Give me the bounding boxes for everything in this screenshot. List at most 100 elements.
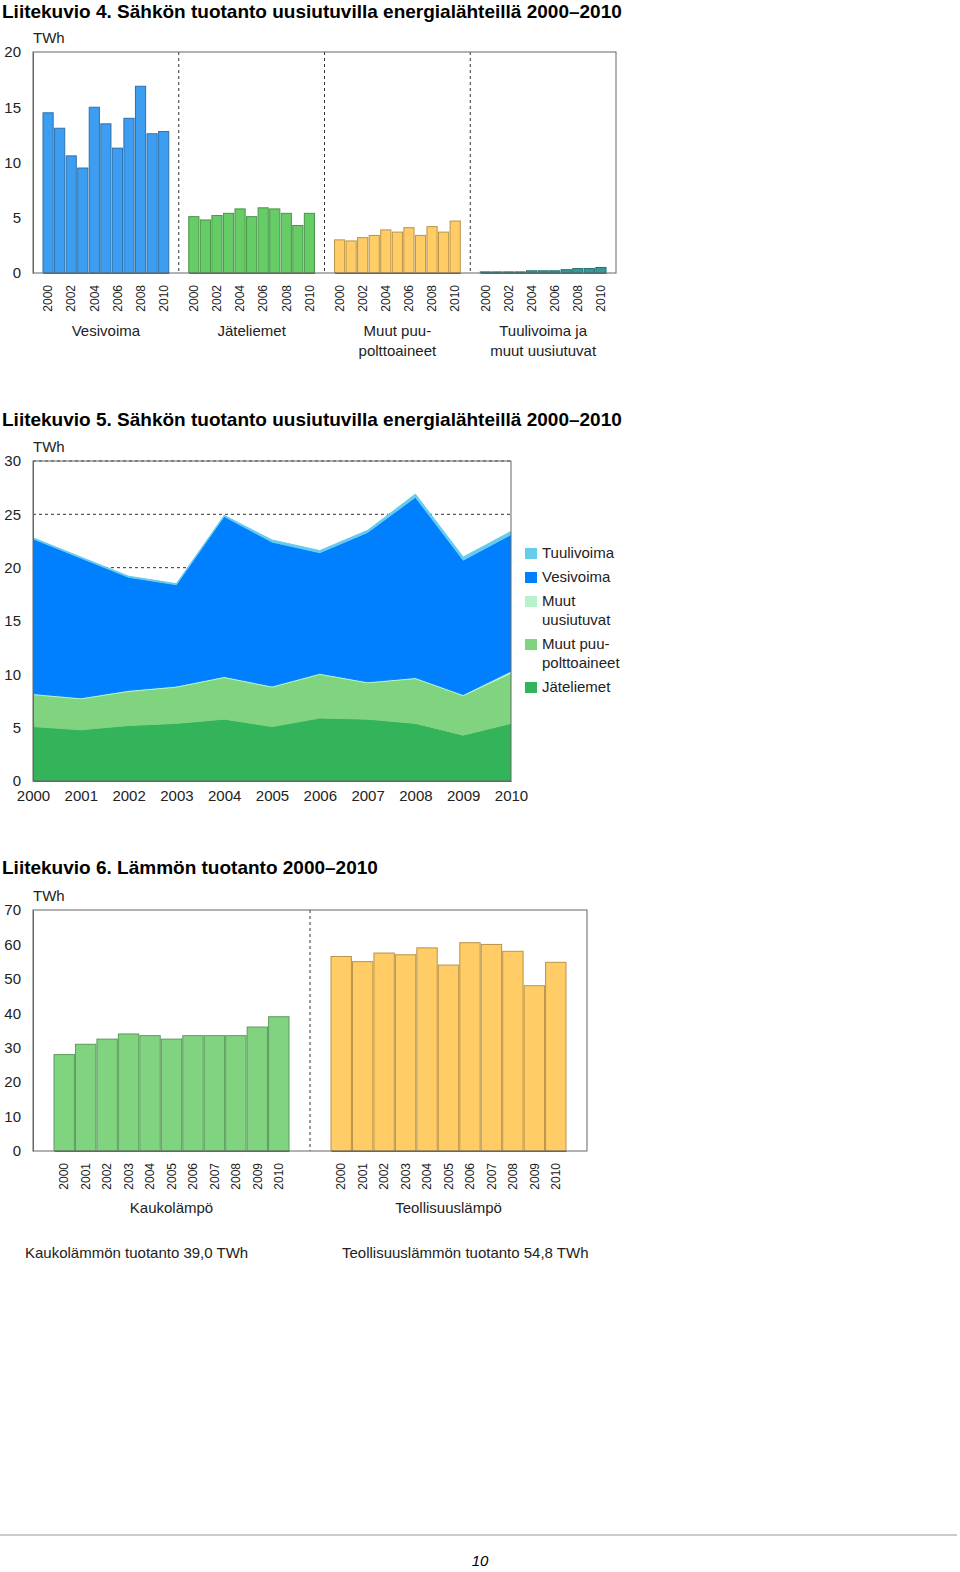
y-tick: 15 — [4, 99, 33, 116]
y-tick: 25 — [4, 506, 33, 523]
x-tick-label: 2000 — [187, 285, 201, 312]
bar — [258, 208, 268, 273]
text-line: Teollisuuslämpö — [395, 1199, 502, 1216]
x-tick: 2008 — [425, 273, 439, 312]
x-tick: 2000 — [57, 1151, 71, 1190]
x-tick: 2006 — [256, 273, 270, 312]
y-tick: 10 — [4, 154, 33, 171]
x-tick: 2006 — [304, 781, 337, 804]
bar — [415, 235, 425, 273]
x-axis: 200020022004200620082010 — [333, 273, 463, 312]
bar — [235, 209, 245, 273]
bar — [460, 943, 480, 1151]
panel-label: Jäteliemet — [217, 322, 286, 339]
panel-separator — [178, 52, 179, 273]
bar — [75, 1044, 95, 1151]
bar — [212, 216, 222, 273]
y-tick: 20 — [4, 559, 33, 576]
y-tick-label: 5 — [13, 209, 21, 226]
chart-title: Liitekuvio 6. Lämmön tuotanto 2000–2010 — [2, 857, 378, 878]
x-tick: 2009 — [528, 1151, 542, 1190]
chart: Liitekuvio 4. Sähkön tuotanto uusiutuvil… — [2, 1, 622, 359]
y-tick: 10 — [4, 1108, 33, 1125]
x-tick: 2008 — [229, 1151, 243, 1190]
x-tick: 2008 — [506, 1151, 520, 1190]
text-line: Tuulivoima — [542, 544, 615, 561]
bar — [124, 118, 134, 273]
x-axis: 200020022004200620082010 — [41, 273, 171, 312]
bar — [247, 217, 257, 273]
bar — [226, 1036, 246, 1151]
text-line: Tuulivoima ja — [499, 322, 587, 339]
x-tick: 2004 — [208, 781, 241, 804]
x-tick-label: 2004 — [208, 787, 241, 804]
text-line: Muut puu- — [542, 635, 610, 652]
x-tick: 2004 — [420, 1151, 434, 1190]
x-tick: 2004 — [143, 1151, 157, 1190]
y-tick-label: 25 — [4, 506, 21, 523]
x-tick: 2000 — [187, 273, 201, 312]
x-tick-label: 2008 — [279, 285, 293, 312]
x-tick: 2010 — [549, 1151, 563, 1190]
bar — [247, 1027, 267, 1151]
x-tick-label: 2001 — [356, 1163, 370, 1190]
x-tick-label: 2005 — [256, 787, 289, 804]
x-tick-label: 2001 — [65, 787, 98, 804]
legend-label: Vesivoima — [542, 568, 611, 585]
x-tick: 2010 — [594, 273, 608, 312]
text-line: Jäteliemet — [217, 322, 286, 339]
y-axis-title: TWh — [33, 887, 65, 904]
x-tick: 2008 — [399, 781, 432, 804]
x-axis: 2000200120022003200420052006200720082009… — [17, 781, 528, 804]
bar — [481, 944, 501, 1151]
plot-background — [33, 910, 587, 1151]
axis-line — [33, 53, 34, 274]
x-axis: 200020022004200620082010 — [479, 273, 609, 312]
bar — [352, 962, 372, 1151]
axis-line — [33, 462, 34, 782]
x-tick-label: 2005 — [442, 1163, 456, 1190]
x-tick-label: 2006 — [111, 285, 125, 312]
x-tick-label: 2004 — [233, 285, 247, 312]
x-tick: 2008 — [279, 273, 293, 312]
chart: Liitekuvio 6. Lämmön tuotanto 2000–2010 T… — [2, 857, 589, 1261]
bar — [200, 220, 210, 273]
x-tick-label: 2003 — [122, 1163, 136, 1190]
y-tick-label: 20 — [4, 1073, 21, 1090]
x-tick: 2003 — [399, 1151, 413, 1190]
x-tick: 2002 — [377, 1151, 391, 1190]
bar — [546, 962, 566, 1151]
x-tick-label: 2002 — [64, 285, 78, 312]
x-tick-label: 2008 — [229, 1163, 243, 1190]
bar — [584, 269, 594, 273]
bar — [140, 1036, 160, 1151]
page-number: 10 — [472, 1552, 489, 1569]
legend-label: Muutuusiutuvat — [542, 592, 611, 628]
y-tick: 20 — [4, 43, 33, 60]
y-tick-label: 0 — [13, 264, 21, 281]
x-tick: 2003 — [122, 1151, 136, 1190]
legend-swatch — [525, 639, 537, 650]
x-tick: 2002 — [112, 781, 145, 804]
bars — [54, 943, 566, 1151]
x-tick-label: 2007 — [485, 1163, 499, 1190]
x-tick: 2004 — [379, 273, 393, 312]
bar — [503, 951, 523, 1151]
x-tick: 2000 — [334, 1151, 348, 1190]
y-tick: 40 — [4, 1005, 33, 1022]
x-tick-label: 2003 — [399, 1163, 413, 1190]
x-tick-label: 2010 — [594, 285, 608, 312]
y-tick-label: 10 — [4, 154, 21, 171]
x-tick-label: 2000 — [479, 285, 493, 312]
page: Liitekuvio 4. Sähkön tuotanto uusiutuvil… — [0, 0, 960, 1572]
y-axis: 010203040506070 — [4, 901, 33, 1159]
bar — [183, 1036, 203, 1151]
y-tick: 60 — [4, 936, 33, 953]
y-tick: 20 — [4, 1073, 33, 1090]
y-tick-label: 10 — [4, 666, 21, 683]
y-tick: 5 — [13, 719, 33, 736]
x-tick-label: 2010 — [303, 285, 317, 312]
legend-swatch — [525, 596, 537, 607]
x-tick: 2003 — [160, 781, 193, 804]
bar — [281, 213, 291, 273]
